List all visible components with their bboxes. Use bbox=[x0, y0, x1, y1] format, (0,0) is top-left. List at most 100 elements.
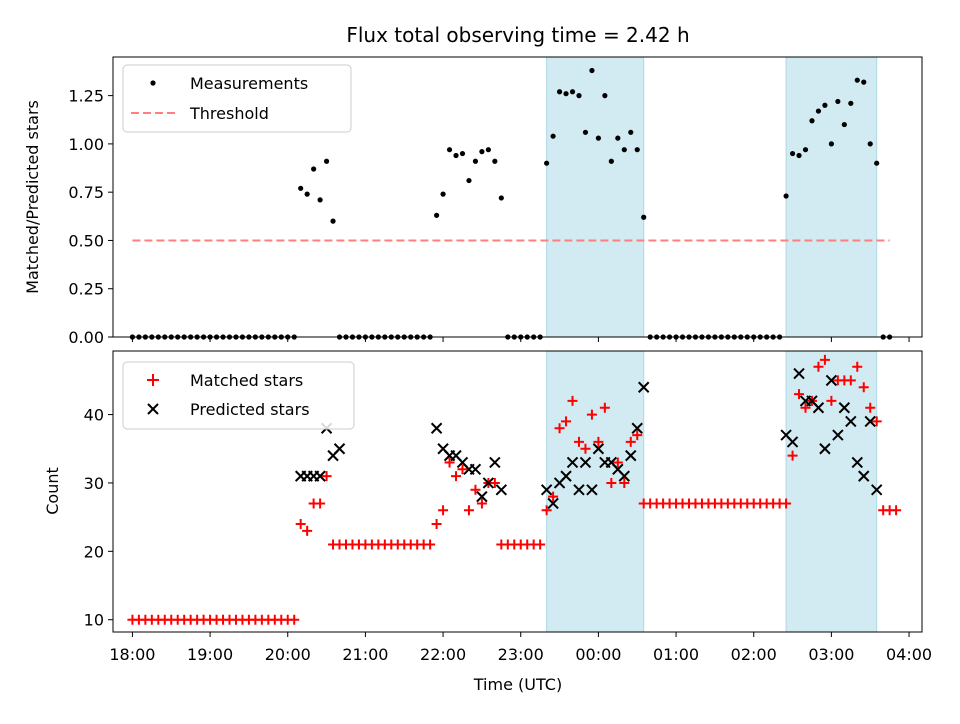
top-y-tick-label: 0.75 bbox=[68, 183, 104, 202]
predicted-star-point bbox=[560, 470, 572, 482]
measurement-point bbox=[556, 89, 563, 95]
measurement-point bbox=[498, 195, 504, 201]
matched-star-point bbox=[865, 402, 876, 413]
matched-star-point bbox=[541, 505, 552, 516]
measurement-point bbox=[453, 152, 459, 159]
matched-star-point bbox=[561, 416, 572, 427]
predicted-star-point bbox=[838, 402, 851, 414]
x-tick-label: 00:00 bbox=[575, 645, 621, 664]
x-tick-label: 19:00 bbox=[187, 645, 233, 664]
legend-label-threshold: Threshold bbox=[189, 104, 269, 123]
matched-star-point bbox=[431, 518, 442, 529]
matched-star-point bbox=[599, 402, 610, 413]
predicted-star-point bbox=[825, 374, 838, 387]
matched-star-point bbox=[845, 375, 856, 386]
matched-star-point bbox=[315, 498, 326, 509]
predicted-star-point bbox=[851, 456, 863, 469]
bottom-marks bbox=[127, 354, 902, 625]
predicted-star-point bbox=[579, 456, 592, 469]
predicted-star-point bbox=[314, 470, 326, 482]
bottom-y-tick-label: 30 bbox=[84, 474, 104, 493]
measurement-point bbox=[789, 150, 796, 157]
matched-star-point bbox=[463, 505, 474, 516]
bottom-legend: Matched stars Predicted stars bbox=[122, 361, 355, 430]
measurement-point bbox=[822, 102, 828, 108]
predicted-star-point bbox=[495, 484, 508, 496]
top-chart-title: Flux total observing time = 2.42 h bbox=[346, 23, 689, 47]
predicted-star-point bbox=[832, 429, 844, 441]
measurement-point bbox=[595, 135, 602, 141]
matched-star-point bbox=[625, 436, 636, 447]
matched-star-point bbox=[632, 430, 643, 441]
matched-star-point bbox=[891, 505, 902, 516]
matched-star-point bbox=[302, 525, 313, 536]
matched-star-point bbox=[586, 409, 597, 420]
predicted-star-point bbox=[469, 463, 482, 475]
legend-label-predicted-stars: Predicted stars bbox=[190, 400, 310, 419]
matched-star-point bbox=[554, 423, 565, 434]
measurement-point bbox=[815, 108, 822, 114]
matched-star-point bbox=[580, 443, 591, 454]
top-legend: Measurements Threshold bbox=[122, 64, 352, 133]
x-tick-label: 20:00 bbox=[265, 645, 311, 664]
measurement-point bbox=[783, 193, 789, 199]
bottom-shaded-interval bbox=[546, 350, 645, 633]
predicted-star-point bbox=[631, 422, 643, 434]
measurement-point bbox=[330, 218, 336, 224]
predicted-star-point bbox=[786, 436, 799, 448]
measurement-point bbox=[466, 177, 472, 184]
matched-star-point bbox=[444, 457, 455, 468]
bottom-y-axis-label: Count bbox=[43, 467, 62, 515]
predicted-star-point bbox=[812, 402, 825, 414]
measurement-point bbox=[479, 149, 485, 155]
measurement-point bbox=[835, 98, 841, 105]
top-axis-ticks: 0.00 0.25 0.50 0.75 1.00 1.25 bbox=[68, 87, 910, 347]
measurement-point bbox=[874, 160, 880, 166]
top-plot-frame bbox=[112, 56, 923, 338]
predicted-star-point bbox=[547, 497, 559, 510]
matched-star-point bbox=[567, 395, 578, 406]
matched-star-point bbox=[535, 539, 546, 550]
matched-star-point bbox=[438, 505, 449, 516]
measurement-point bbox=[809, 118, 815, 124]
predicted-star-point bbox=[430, 422, 443, 434]
measurement-point bbox=[323, 158, 330, 164]
matched-star-point bbox=[813, 361, 824, 372]
matched-star-point bbox=[457, 464, 468, 475]
predicted-star-point bbox=[566, 456, 579, 469]
measurement-point bbox=[569, 89, 576, 95]
top-y-tick-label: 1.00 bbox=[68, 135, 104, 154]
predicted-star-point bbox=[845, 415, 857, 428]
matched-star-point bbox=[787, 450, 798, 461]
measurement-point bbox=[582, 129, 589, 135]
measurement-point bbox=[796, 152, 802, 159]
measurement-point bbox=[867, 141, 873, 147]
predicted-star-point bbox=[489, 456, 501, 469]
measurement-point bbox=[861, 79, 867, 85]
top-shaded-interval bbox=[785, 56, 878, 338]
predicted-star-point bbox=[592, 443, 605, 455]
measurement-point bbox=[459, 150, 466, 157]
x-tick-label: 03:00 bbox=[808, 645, 854, 664]
matched-star-point bbox=[871, 416, 882, 427]
measurement-point bbox=[492, 158, 498, 164]
bottom-axis-ticks: 10 20 30 40 18:00 19:00 20:00 21:00 22:00 23:00 00… bbox=[84, 406, 932, 664]
predicted-star-point bbox=[476, 490, 488, 503]
measurement-point bbox=[434, 212, 440, 218]
top-y-tick-label: 1.25 bbox=[68, 87, 104, 106]
measurement-point bbox=[317, 197, 323, 203]
x-tick-label: 22:00 bbox=[420, 645, 466, 664]
matched-star-point bbox=[451, 471, 462, 482]
x-axis-label: Time (UTC) bbox=[473, 675, 562, 694]
legend-marker-predicted-stars bbox=[147, 403, 159, 415]
x-tick-label: 18:00 bbox=[109, 645, 155, 664]
measurement-point bbox=[446, 147, 453, 153]
matched-star-point bbox=[612, 457, 623, 468]
measurement-point bbox=[641, 214, 647, 220]
top-shaded-interval bbox=[546, 56, 645, 338]
matched-star-point bbox=[826, 395, 837, 406]
bottom-y-tick-label: 10 bbox=[84, 611, 104, 630]
measurement-point bbox=[615, 135, 621, 141]
matched-star-point bbox=[781, 498, 792, 509]
predicted-star-point bbox=[793, 367, 805, 380]
